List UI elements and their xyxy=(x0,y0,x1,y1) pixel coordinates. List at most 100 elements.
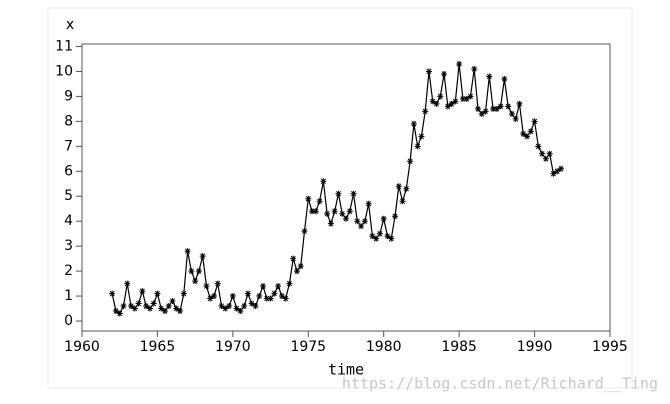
y-tick-label: 7 xyxy=(64,138,73,154)
point-marker xyxy=(490,105,497,112)
point-marker xyxy=(339,210,346,217)
data-line xyxy=(111,63,562,315)
point-marker xyxy=(109,290,116,297)
point-marker xyxy=(429,98,436,105)
point-marker xyxy=(539,150,546,157)
point-marker xyxy=(433,100,440,107)
x-tick-label: 1980 xyxy=(366,339,402,355)
y-tick-label: 5 xyxy=(64,188,73,204)
point-marker xyxy=(392,213,399,220)
point-marker xyxy=(508,110,515,117)
point-marker xyxy=(146,305,153,312)
point-marker xyxy=(414,143,421,150)
point-marker xyxy=(346,208,353,215)
point-marker xyxy=(286,280,293,287)
point-marker xyxy=(143,303,150,310)
point-marker xyxy=(184,248,191,255)
y-tick-label: 11 xyxy=(55,38,73,54)
y-tick-label: 4 xyxy=(64,213,73,229)
point-marker xyxy=(199,253,206,260)
point-marker xyxy=(459,95,466,102)
point-marker xyxy=(324,210,331,217)
point-marker xyxy=(290,255,297,262)
point-marker xyxy=(478,110,485,117)
point-marker xyxy=(384,233,391,240)
point-marker xyxy=(407,158,414,165)
point-marker xyxy=(388,235,395,242)
point-marker xyxy=(403,185,410,192)
point-marker xyxy=(373,235,380,242)
point-marker xyxy=(248,300,255,307)
point-marker xyxy=(535,143,542,150)
point-marker xyxy=(475,105,481,112)
point-marker xyxy=(505,103,512,110)
point-marker xyxy=(497,103,504,110)
point-marker xyxy=(278,293,285,300)
point-marker xyxy=(275,283,282,290)
y-tick-label: 3 xyxy=(64,238,73,254)
point-marker xyxy=(350,190,357,197)
watermark: https://blog.csdn.net/Richard__Ting xyxy=(342,375,658,393)
point-marker xyxy=(305,195,312,202)
point-marker xyxy=(501,75,508,82)
point-marker xyxy=(222,305,229,312)
y-tick-label: 8 xyxy=(64,113,73,129)
point-marker xyxy=(354,218,361,225)
point-marker xyxy=(244,290,251,297)
point-marker xyxy=(422,108,429,115)
point-marker xyxy=(173,305,180,312)
point-marker xyxy=(448,100,455,107)
point-marker xyxy=(301,228,308,235)
point-marker xyxy=(154,290,161,297)
point-marker xyxy=(260,283,267,290)
point-marker xyxy=(214,280,221,287)
point-marker xyxy=(542,155,549,162)
point-marker xyxy=(437,93,444,100)
plot-frame xyxy=(81,43,611,332)
point-marker xyxy=(128,303,135,310)
point-marker xyxy=(444,103,451,110)
y-tick-label: 9 xyxy=(64,88,73,104)
y-tick-label: 1 xyxy=(64,288,73,304)
point-marker xyxy=(267,295,274,302)
point-marker xyxy=(112,308,119,315)
point-marker xyxy=(241,303,248,310)
point-marker xyxy=(320,178,327,185)
point-marker xyxy=(195,268,202,275)
point-marker xyxy=(550,170,557,177)
point-marker xyxy=(211,293,217,300)
point-marker xyxy=(493,105,500,112)
point-marker xyxy=(150,300,157,307)
point-marker xyxy=(131,305,138,312)
point-marker xyxy=(116,310,123,317)
point-marker xyxy=(452,98,459,105)
y-tick-label: 0 xyxy=(64,313,73,329)
point-marker xyxy=(482,108,489,115)
x-tick-label: 1975 xyxy=(290,339,326,355)
point-marker xyxy=(463,95,470,102)
point-marker xyxy=(161,308,168,315)
point-marker xyxy=(282,295,289,302)
point-marker xyxy=(527,128,534,135)
point-marker xyxy=(471,65,478,72)
point-marker xyxy=(520,130,527,137)
x-axis-label: time xyxy=(328,361,364,379)
point-marker xyxy=(252,303,259,310)
point-marker xyxy=(335,190,342,197)
point-marker xyxy=(139,288,146,295)
point-marker xyxy=(343,215,349,222)
point-marker xyxy=(369,233,376,240)
x-tick-label: 1995 xyxy=(592,339,628,355)
x-tick-label: 1970 xyxy=(215,339,251,355)
point-marker xyxy=(218,303,225,310)
y-tick-label: 10 xyxy=(55,63,73,79)
point-marker xyxy=(486,73,493,80)
point-marker xyxy=(441,70,448,77)
panel xyxy=(47,7,633,389)
x-tick-label: 1965 xyxy=(140,339,176,355)
point-marker xyxy=(309,208,316,215)
point-marker xyxy=(410,120,417,127)
point-marker xyxy=(169,298,176,305)
